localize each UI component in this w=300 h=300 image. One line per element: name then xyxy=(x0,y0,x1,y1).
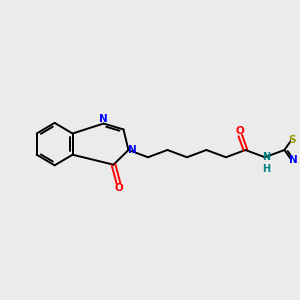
Text: N: N xyxy=(289,155,298,165)
Text: S: S xyxy=(288,135,296,145)
Text: N: N xyxy=(128,145,137,155)
Text: N: N xyxy=(99,114,108,124)
Text: O: O xyxy=(114,183,123,193)
Text: N
H: N H xyxy=(262,152,270,174)
Text: O: O xyxy=(236,127,245,136)
